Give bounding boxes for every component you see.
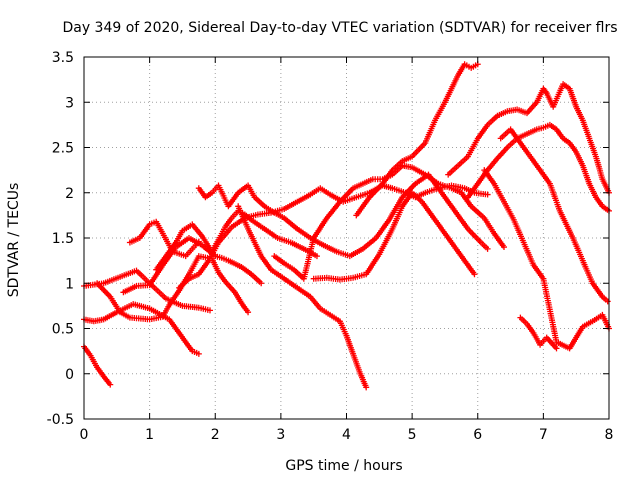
y-tick-label: 2.5 <box>52 141 74 157</box>
y-tick-label: 3.5 <box>52 50 74 66</box>
y-tick-label: 1 <box>65 276 74 292</box>
series-arc17 <box>497 126 611 305</box>
series-arc10 <box>235 203 370 391</box>
y-tick-label: 0.5 <box>52 322 74 338</box>
series-arc18 <box>517 314 560 352</box>
series-arc14 <box>464 121 612 214</box>
x-axis-label: GPS time / hours <box>285 458 402 474</box>
x-tick-label: 8 <box>605 427 614 443</box>
series-markers <box>464 121 612 214</box>
x-tick-label: 5 <box>408 427 417 443</box>
x-tick-label: 7 <box>539 427 548 443</box>
data-points <box>81 61 612 391</box>
chart-title: Day 349 of 2020, Sidereal Day-to-day VTE… <box>62 20 617 36</box>
y-tick-label: 0 <box>65 367 74 383</box>
series-arc15 <box>445 81 612 196</box>
series-arc12 <box>310 189 478 283</box>
series-markers <box>445 81 612 196</box>
series-arc16 <box>481 167 612 352</box>
y-tick-label: 1.5 <box>52 231 74 247</box>
series-markers <box>497 126 611 305</box>
series-markers <box>353 61 481 219</box>
y-axis-label: SDTVAR / TECUs <box>6 183 22 298</box>
x-tick-label: 0 <box>80 427 89 443</box>
series-arc11 <box>271 162 507 282</box>
x-tick-label: 3 <box>276 427 285 443</box>
series-markers <box>235 203 370 391</box>
series-markers <box>517 314 560 352</box>
y-tick-label: 3 <box>65 95 74 111</box>
series-markers <box>271 162 507 282</box>
series-markers <box>310 189 478 283</box>
y-tick-label: 2 <box>65 186 74 202</box>
y-tick-label: -0.5 <box>47 412 74 428</box>
x-tick-label: 6 <box>473 427 482 443</box>
axis-ticks: 0 1 2 3 4 5 6 7 8 -0.5 0 0.5 1 1.5 2 2.5 3 3.5 <box>47 50 614 443</box>
x-tick-label: 4 <box>342 427 351 443</box>
x-tick-label: 2 <box>211 427 220 443</box>
series-arc13 <box>353 61 481 219</box>
series-markers <box>481 167 612 352</box>
x-tick-label: 1 <box>145 427 154 443</box>
